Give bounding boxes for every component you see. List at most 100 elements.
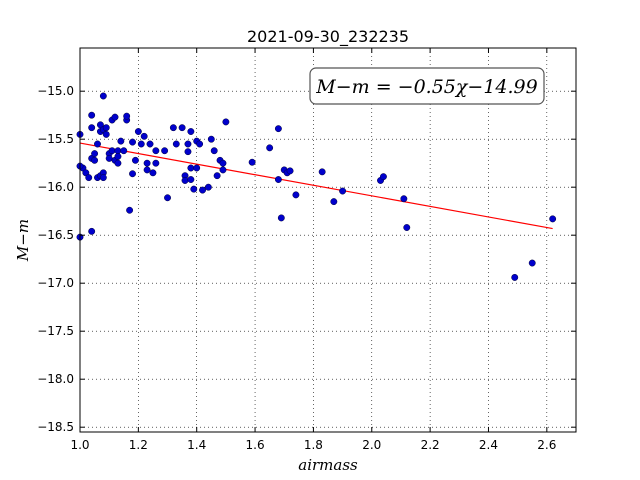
data-point (190, 185, 198, 193)
data-point (286, 167, 294, 175)
data-point (91, 156, 99, 164)
data-point (114, 147, 122, 155)
data-point (339, 187, 347, 195)
data-point (181, 177, 189, 184)
fit-line-group (79, 142, 553, 230)
y-tick-label: −17.0 (37, 276, 74, 290)
x-tick-label: 2.0 (362, 438, 381, 452)
data-point (149, 169, 157, 177)
y-tick-label: −18.0 (37, 372, 74, 386)
data-point (184, 148, 192, 156)
data-point (403, 224, 411, 231)
data-point (88, 124, 96, 132)
data-point (196, 140, 204, 148)
data-point (143, 166, 151, 174)
data-point (152, 147, 160, 155)
data-point (187, 176, 195, 183)
data-point (140, 132, 148, 140)
y-tick-label: −18.5 (37, 420, 74, 434)
chart-title: 2021-09-30_232235 (247, 27, 409, 47)
y-axis-label: M−m (14, 219, 32, 262)
data-point (161, 147, 169, 155)
data-point (108, 147, 116, 155)
x-tick-label: 1.2 (129, 438, 148, 452)
x-tick-label: 2.4 (479, 438, 498, 452)
data-point (266, 144, 274, 152)
annotation-box (309, 67, 545, 105)
data-point (187, 164, 195, 172)
data-point (210, 147, 218, 155)
data-point (219, 159, 227, 167)
data-point (318, 168, 326, 176)
data-point (102, 124, 110, 132)
y-tick-label: −16.0 (37, 180, 74, 194)
data-point (511, 273, 519, 281)
data-point (114, 159, 122, 167)
data-point (549, 215, 557, 223)
data-point (129, 138, 136, 146)
y-ticks: −15.0 −15.5 −16.0 −16.5 −17.0 −17.5 −18.0 −18.5 (37, 84, 576, 434)
data-point (134, 128, 142, 135)
data-point (400, 195, 408, 203)
data-point (99, 174, 107, 182)
data-point (169, 124, 177, 132)
data-point (292, 191, 300, 199)
x-tick-label: 2.6 (537, 438, 556, 452)
annotation-text: M−m = −0.55χ−14.99 (315, 76, 537, 98)
data-point (207, 135, 215, 143)
data-point (129, 170, 136, 178)
data-point (111, 113, 119, 121)
data-point (274, 176, 282, 183)
data-point (379, 173, 387, 181)
data-point (88, 227, 96, 235)
data-point (114, 153, 122, 160)
equation-annotation: M−m = −0.55χ−14.99 (309, 67, 545, 105)
x-ticks: 1.0 1.2 1.4 1.6 1.8 2.0 2.2 2.4 2.6 (70, 48, 556, 452)
data-point (152, 159, 160, 167)
x-tick-label: 2.2 (421, 438, 440, 452)
data-point (204, 183, 212, 191)
data-points (76, 92, 557, 281)
data-point (102, 130, 110, 138)
x-tick-label: 1.4 (187, 438, 206, 452)
data-point (172, 140, 180, 148)
data-point (274, 125, 282, 133)
data-point (137, 140, 145, 148)
data-point (99, 92, 107, 100)
data-point (528, 259, 536, 267)
data-point (105, 154, 113, 162)
data-point (88, 111, 96, 119)
data-point (248, 158, 256, 166)
y-tick-label: −15.0 (37, 84, 74, 98)
fit-line (79, 142, 553, 230)
data-point (126, 206, 134, 214)
data-point (120, 147, 128, 155)
data-point (146, 140, 154, 148)
y-tick-label: −17.5 (37, 324, 74, 338)
data-point (184, 140, 192, 148)
data-point (91, 150, 99, 158)
data-point (85, 174, 93, 182)
data-point (117, 137, 125, 145)
x-axis-label: airmass (298, 456, 358, 474)
data-point (187, 128, 195, 135)
data-point (193, 164, 201, 172)
x-tick-label: 1.8 (304, 438, 323, 452)
data-point (178, 124, 186, 132)
data-point (94, 140, 101, 148)
y-tick-label: −15.5 (37, 132, 74, 146)
data-point (143, 159, 151, 167)
data-point (199, 186, 206, 194)
data-point (131, 156, 139, 164)
data-point (123, 112, 131, 120)
x-tick-label: 1.0 (70, 438, 89, 452)
data-point (222, 118, 230, 126)
data-point (330, 198, 338, 206)
plot-frame (79, 47, 577, 433)
data-point (213, 172, 221, 180)
data-point (277, 214, 285, 222)
data-point (219, 166, 227, 174)
y-tick-label: −16.5 (37, 228, 74, 242)
data-point (164, 194, 171, 202)
